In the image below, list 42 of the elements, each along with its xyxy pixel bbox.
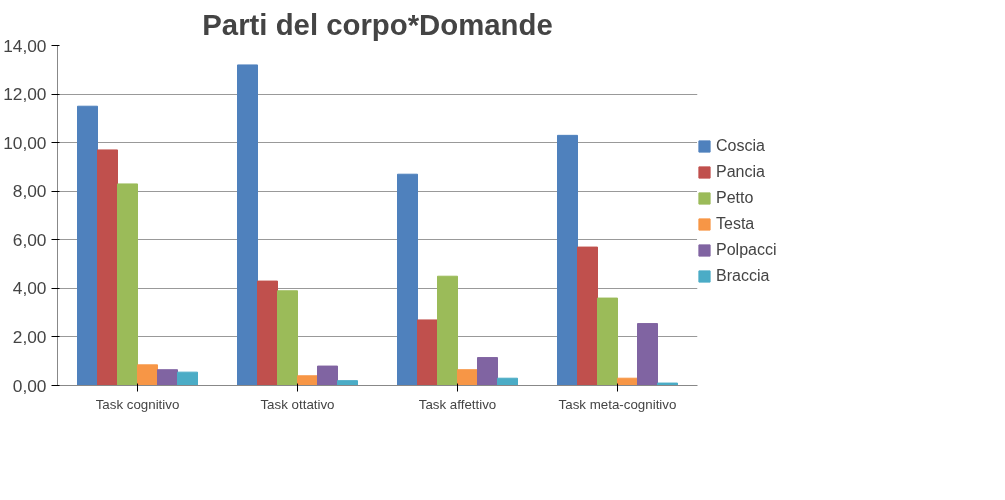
y-tick-label: 4,00 [12,278,47,299]
bar [77,105,98,386]
legend-label: Petto [716,189,754,207]
y-tick-label: 10,00 [3,132,47,153]
bar [177,371,198,386]
legend-label: Coscia [716,137,765,155]
bar [437,275,458,386]
x-tick-label: Task affettivo [418,396,497,412]
bar [97,149,118,386]
bar [137,364,158,386]
bar [457,369,478,386]
bar [417,319,438,386]
y-tick-label: 14,00 [3,35,47,56]
y-tick-label: 12,00 [3,84,47,105]
legend-label: Braccia [716,267,770,285]
bar [237,64,258,386]
x-tick-label: Task cognitivo [95,396,180,412]
y-tick-label: 8,00 [12,181,47,202]
bar [157,369,178,386]
bar [317,365,338,386]
bar [557,134,578,386]
bar [397,173,418,386]
legend-label: Testa [716,215,755,233]
chart-title: Parti del corpo*Domande [202,7,553,41]
bar [477,357,498,386]
y-tick-label: 6,00 [12,229,47,250]
bar [297,375,318,386]
x-tick-label: Task ottativo [260,396,335,412]
bar [257,280,278,386]
y-tick-label: 2,00 [12,326,47,347]
bar [657,382,678,386]
bar [597,297,618,386]
bar [277,290,298,386]
y-tick-label: 0,00 [12,375,47,396]
bar [117,183,138,386]
legend-label: Pancia [716,163,765,181]
x-tick-label: Task meta-cognitivo [558,396,677,412]
bar [637,323,658,386]
bar [337,380,358,386]
legend-label: Polpacci [716,241,777,259]
bar [577,246,598,386]
bar [497,377,518,386]
